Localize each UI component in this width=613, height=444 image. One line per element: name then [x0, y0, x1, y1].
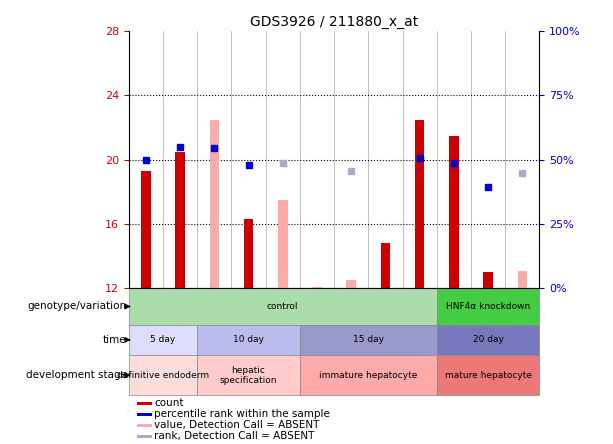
Bar: [312, 287, 322, 289]
Text: immature hepatocyte: immature hepatocyte: [319, 371, 417, 380]
Text: 20 day: 20 day: [473, 335, 503, 345]
Text: definitive endoderm: definitive endoderm: [117, 371, 209, 380]
Bar: [244, 219, 253, 289]
Text: HNF4α knockdown: HNF4α knockdown: [446, 302, 530, 311]
Title: GDS3926 / 211880_x_at: GDS3926 / 211880_x_at: [250, 15, 418, 29]
Bar: [449, 135, 459, 289]
Bar: [436, 355, 539, 395]
Bar: [141, 171, 151, 289]
Text: mature hepatocyte: mature hepatocyte: [444, 371, 531, 380]
Bar: [300, 355, 437, 395]
Bar: [129, 289, 437, 325]
Text: value, Detection Call = ABSENT: value, Detection Call = ABSENT: [154, 420, 319, 430]
Bar: [137, 402, 152, 404]
Text: hepatic
specification: hepatic specification: [220, 365, 277, 385]
Bar: [137, 424, 152, 427]
Bar: [137, 435, 152, 438]
Text: count: count: [154, 398, 184, 408]
Text: time: time: [103, 335, 127, 345]
Text: percentile rank within the sample: percentile rank within the sample: [154, 409, 330, 419]
Text: rank, Detection Call = ABSENT: rank, Detection Call = ABSENT: [154, 432, 314, 441]
Text: 10 day: 10 day: [233, 335, 264, 345]
Bar: [197, 355, 300, 395]
Bar: [381, 243, 390, 289]
Text: 5 day: 5 day: [150, 335, 175, 345]
Bar: [517, 271, 527, 289]
Bar: [210, 119, 219, 289]
Bar: [415, 119, 424, 289]
Bar: [436, 289, 539, 325]
Text: development stage: development stage: [26, 370, 127, 380]
Bar: [137, 413, 152, 416]
Bar: [278, 200, 287, 289]
Bar: [300, 325, 437, 355]
Bar: [346, 280, 356, 289]
Text: genotype/variation: genotype/variation: [28, 301, 127, 312]
Text: 15 day: 15 day: [353, 335, 384, 345]
Bar: [197, 325, 300, 355]
Bar: [129, 355, 197, 395]
Bar: [483, 272, 493, 289]
Bar: [175, 152, 185, 289]
Text: control: control: [267, 302, 299, 311]
Bar: [129, 325, 197, 355]
Bar: [436, 325, 539, 355]
